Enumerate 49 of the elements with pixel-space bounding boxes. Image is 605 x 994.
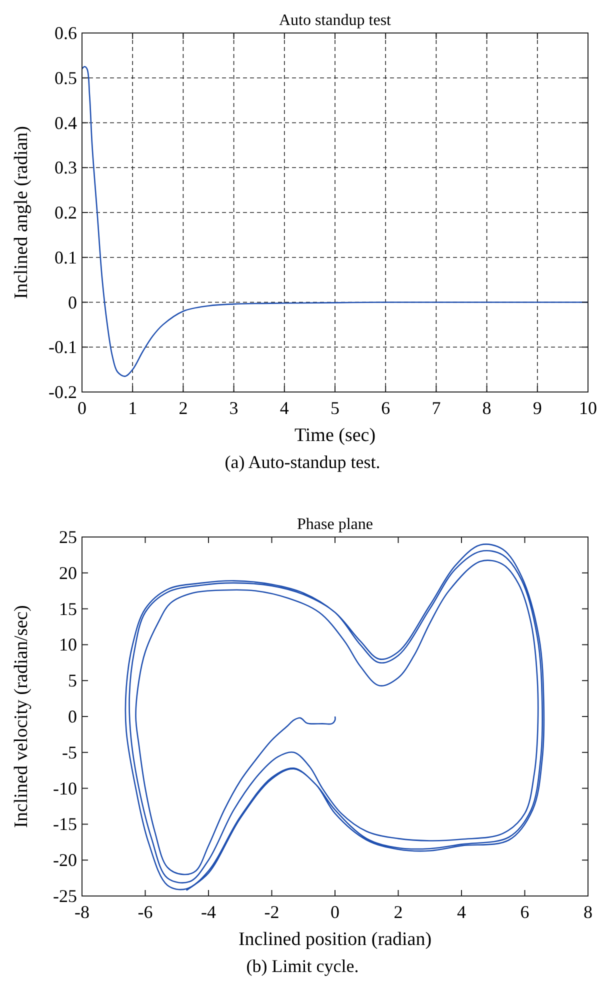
x-tick-label: 4 [280,398,289,418]
x-tick-label: 3 [229,398,238,418]
y-tick-label: 0.5 [54,68,77,88]
y-tick-label: -0.1 [48,337,77,358]
x-tick-label: 0 [330,902,340,922]
y-tick-label: -25 [53,886,77,906]
y-tick-label: -0.2 [48,382,77,402]
x-axis-title: Inclined position (radian) [238,929,432,950]
y-tick-label: 0.2 [54,202,77,222]
text: (a) Auto-standup test. [224,452,380,472]
y-tick-label: 10 [59,634,77,655]
y-tick-label: 0.4 [54,112,77,133]
x-tick-label: 1 [128,398,138,418]
x-tick-label: 5 [330,398,340,418]
y-tick-label: 0.6 [54,23,77,43]
line-series [82,66,588,377]
x-tick-label: -6 [138,902,153,922]
y-tick-label: -20 [53,850,77,870]
x-tick-label: 8 [482,398,492,418]
chart-title: Phase plane [297,516,373,533]
x-axis-title: Time (sec) [294,425,376,446]
y-tick-label: 0.3 [54,158,77,178]
y-tick-label: 20 [59,562,77,583]
y-axis-title: Inclined velocity (radian/sec) [11,605,32,828]
x-tick-label: 7 [432,398,441,418]
y-axis-title: Inclined angle (radian) [11,126,32,300]
y-tick-label: -15 [53,814,77,834]
y-tick-label: -5 [62,742,77,762]
y-tick-label: 25 [59,527,77,547]
x-tick-label: -2 [264,902,280,922]
y-tick-label: 0 [68,706,77,726]
y-tick-label: 0.1 [54,247,77,268]
y-tick-label: 0 [68,292,77,312]
x-tick-label: 9 [532,398,542,418]
chart-title: Auto standup test [279,12,392,29]
x-tick-label: 4 [457,902,466,922]
x-tick-label: 6 [520,902,530,922]
x-tick-label: 10 [579,398,597,418]
line-series [125,544,545,891]
y-tick-label: -10 [53,778,77,798]
y-tick-label: 5 [68,670,77,691]
x-tick-label: 2 [178,398,188,418]
text: (b) Limit cycle. [246,956,359,976]
x-tick-label: -4 [201,902,216,922]
y-tick-label: 15 [59,598,77,619]
x-tick-label: 8 [584,902,592,922]
x-tick-label: -8 [74,902,90,922]
x-tick-label: 6 [381,398,390,418]
x-tick-label: 2 [394,902,403,922]
